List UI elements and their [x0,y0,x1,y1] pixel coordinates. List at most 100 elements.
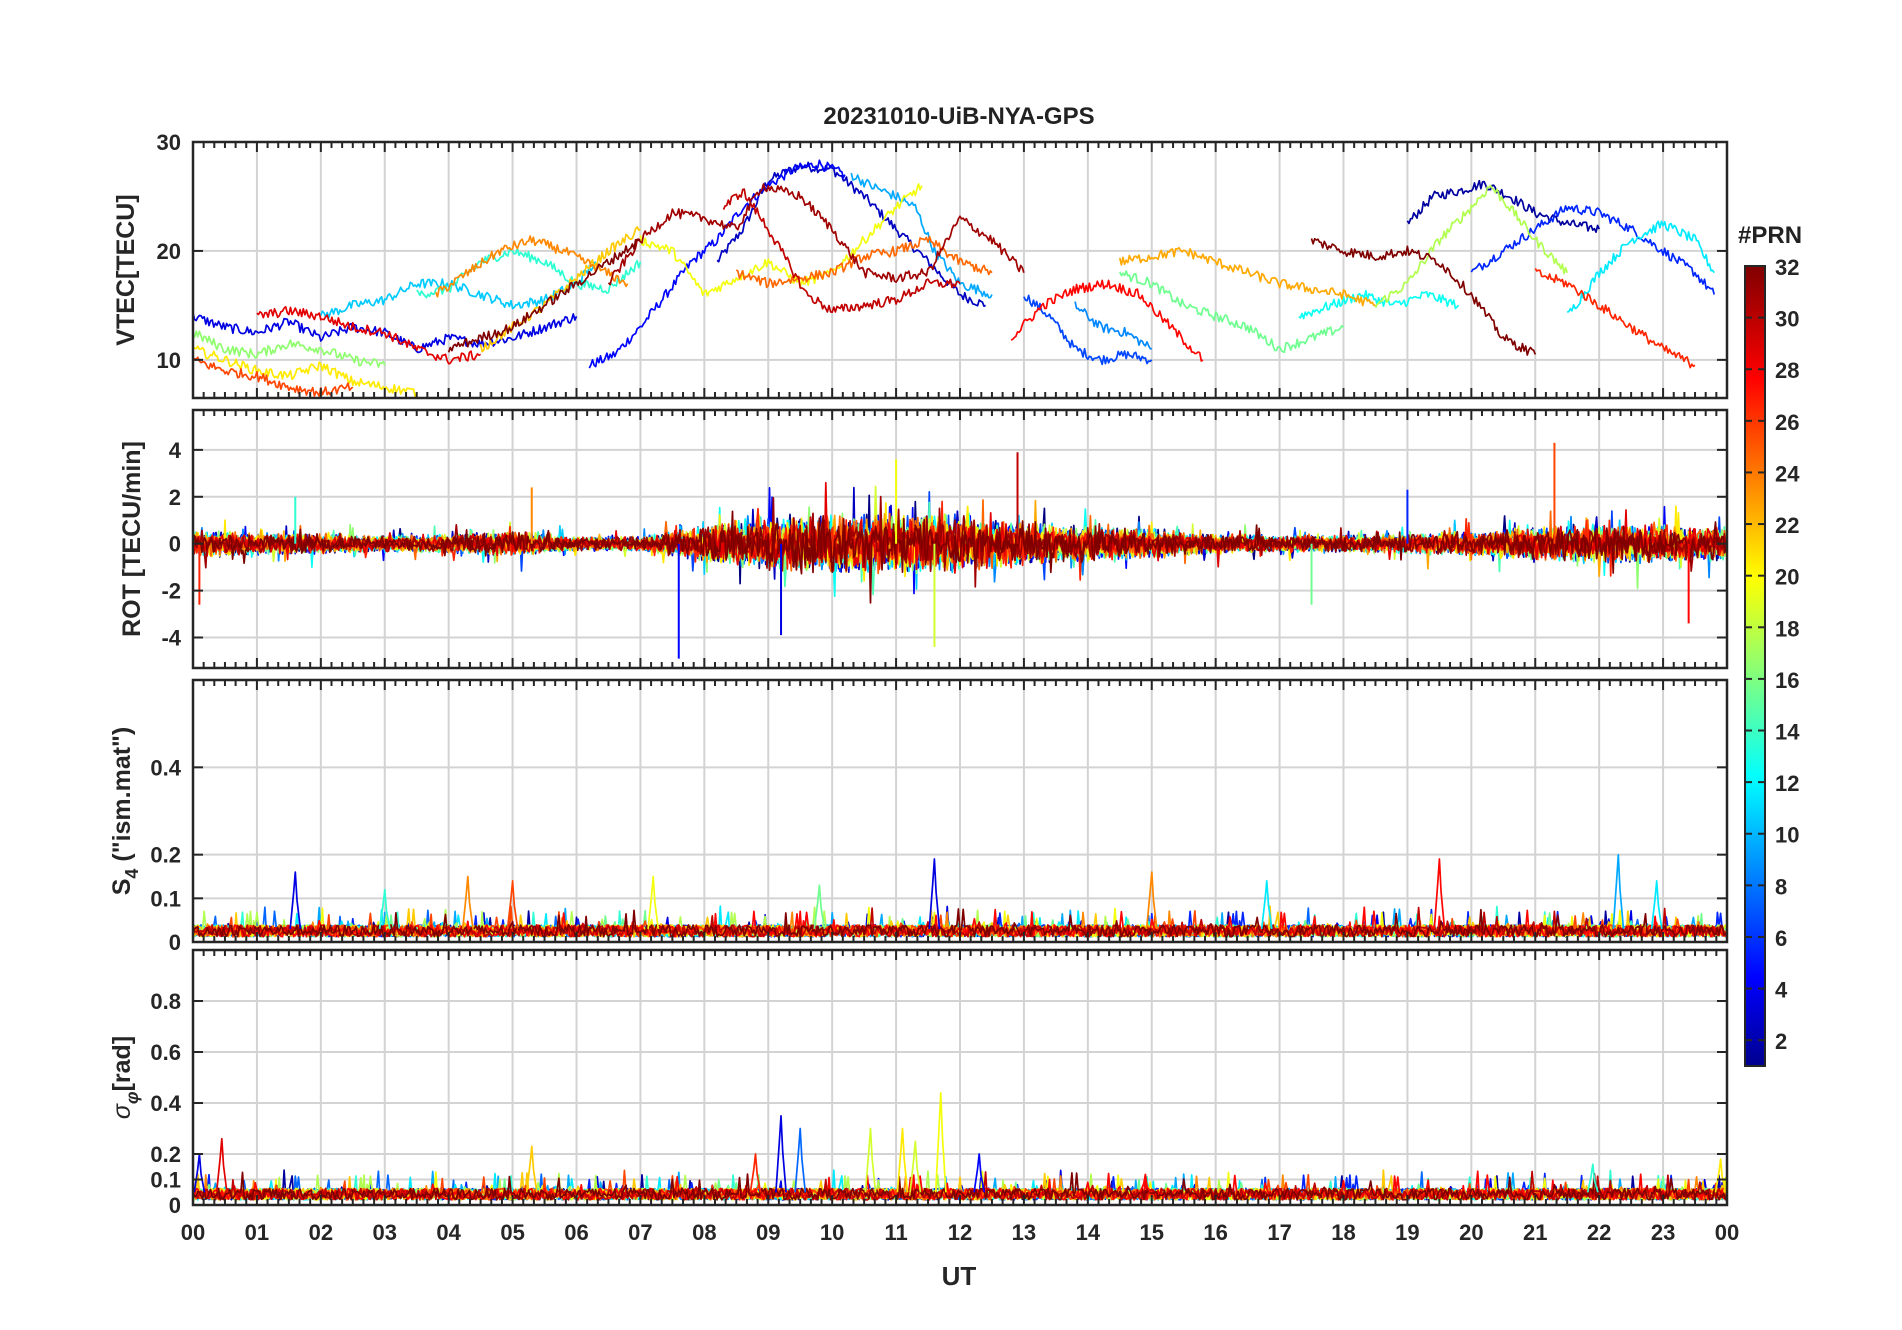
y-axis-label-rest: ("ism.mat") [108,727,136,869]
colorbar-tick-label: 24 [1775,461,1800,486]
x-tick-label: 09 [756,1220,780,1245]
rot-series-prn-32 [193,510,1727,604]
colorbar-tick-label: 18 [1775,616,1799,641]
colorbar-tick-label: 32 [1775,255,1799,280]
vtec-series-prn-9 [1074,301,1153,350]
vtec-series-prn-10 [850,172,993,299]
x-tick-label: 04 [436,1220,461,1245]
colorbar-tick-label: 2 [1775,1029,1787,1054]
y-tick-label: -2 [161,579,181,604]
x-tick-label: 07 [628,1220,652,1245]
x-tick-label: 02 [309,1220,333,1245]
x-tick-label: 17 [1267,1220,1291,1245]
colorbar-tick-label: 6 [1775,926,1787,951]
s4-spike [1650,880,1663,930]
vtec-series-prn-13 [1298,289,1460,320]
vtec-series-prn-32 [447,239,641,353]
vtec-series-prn-2 [1406,179,1600,234]
vtec-series-prn-20 [639,183,923,297]
vtec-series-prn-29 [256,305,481,365]
x-tick-label: 20 [1459,1220,1483,1245]
colorbar-tick-label: 8 [1775,874,1787,899]
y-tick-label: 0.4 [150,755,181,780]
x-tick-label: 21 [1523,1220,1547,1245]
panel-rot: 4 2 0 -2 -4 ROT [TECU/min] [118,408,1729,670]
s4-spike [1433,858,1446,929]
colorbar-tick-label: 14 [1775,720,1800,745]
y-tick-label: 0.4 [150,1091,181,1116]
s4-spike [289,871,302,929]
vtec-series-prn-11 [320,261,597,319]
series-group [193,442,1727,659]
y-axis-label: VTEC[TECU] [112,194,140,345]
vtec-series-prn-28 [1010,279,1204,362]
s4-spike [506,880,519,930]
x-tick-label: 00 [181,1220,205,1245]
chart-title: 20231010-UiB-NYA-GPS [823,103,1094,130]
y-axis-label: σφ[rad] [108,1036,142,1119]
sigma_phi-spike [525,1145,538,1193]
y-tick-label: 0.2 [150,1142,181,1167]
vtec-series-prn-12 [1566,220,1715,314]
y-axis-label-main: σ [108,1103,136,1119]
vtec-series-prn-6 [1470,204,1716,295]
sigma_phi-spike [1586,1163,1599,1193]
colorbar-tick-label: 4 [1775,978,1788,1003]
panel-sigma_phi: 00.10.2 0.4 0.6 0.8 σφ[rad] 00 01 02 03 04 05 06 07 0… [108,948,1739,1245]
vtec-series-prn-17 [193,330,386,368]
vtec-series-prn-3 [716,161,986,308]
y-tick-label: 0.1 [150,1168,181,1193]
x-tick-label: 16 [1203,1220,1227,1245]
y-tick-label: 0.1 [150,886,181,911]
vtec-series-prn-5 [588,159,846,369]
y-tick-label: 0 [169,930,181,955]
vtec-series-prn-26 [193,356,354,397]
sigma_phi-spike [973,1153,986,1193]
vtec-series-prn-23 [1118,246,1376,307]
y-tick-label: 0.2 [150,843,181,868]
panel-vtec: 10 20 30 VTEC[TECU] [112,130,1729,400]
rot-series-prn-31 [193,495,1727,588]
x-tick-label: 22 [1587,1220,1611,1245]
y-axis-label-rest: [rad] [108,1036,136,1092]
y-tick-label: 0 [169,532,181,557]
y-tick-label: 20 [157,239,181,264]
s4-spike [1260,880,1273,930]
colorbar-tick-label: 28 [1775,358,1799,383]
x-tick-label: 11 [884,1220,907,1245]
vtec-series-prn-4 [193,312,578,354]
x-tick-label: 15 [1140,1220,1164,1245]
y-axis-label-sub: φ [122,1091,142,1104]
x-tick-label: 14 [1076,1220,1101,1245]
s4-spike [1145,871,1158,929]
vtec-series-prn-16 [1119,270,1345,354]
x-tick-label: 19 [1395,1220,1419,1245]
colorbar-tick-label: 30 [1775,307,1799,332]
y-tick-label: 0.8 [150,989,181,1014]
x-tick-label: 03 [373,1220,397,1245]
vtec-series-prn-31 [607,183,1025,286]
sigma_phi-spike [794,1127,807,1193]
colorbar-label: #PRN [1738,222,1802,249]
s4-spike [461,875,474,930]
x-tick-label: 01 [245,1220,269,1245]
vtec-series-prn-7 [1023,294,1153,366]
x-tick-label: 23 [1651,1220,1675,1245]
colorbar-gradient [1744,265,1766,1067]
vtec-series-prn-32 [1310,237,1537,356]
y-tick-label: 0 [169,1193,181,1218]
sigma_phi-spike [215,1137,228,1193]
x-tick-label: 12 [948,1220,972,1245]
x-tick-label: 06 [564,1220,588,1245]
x-tick-label: 18 [1331,1220,1355,1245]
x-tick-label: 00 [1715,1220,1739,1245]
sigma_phi-spike [934,1091,947,1193]
colorbar-tick-label: 12 [1775,771,1799,796]
y-axis-label-main: S [108,879,136,896]
x-tick-label: 10 [820,1220,844,1245]
y-tick-label: 10 [157,348,181,373]
x-tick-label: 08 [692,1220,716,1245]
